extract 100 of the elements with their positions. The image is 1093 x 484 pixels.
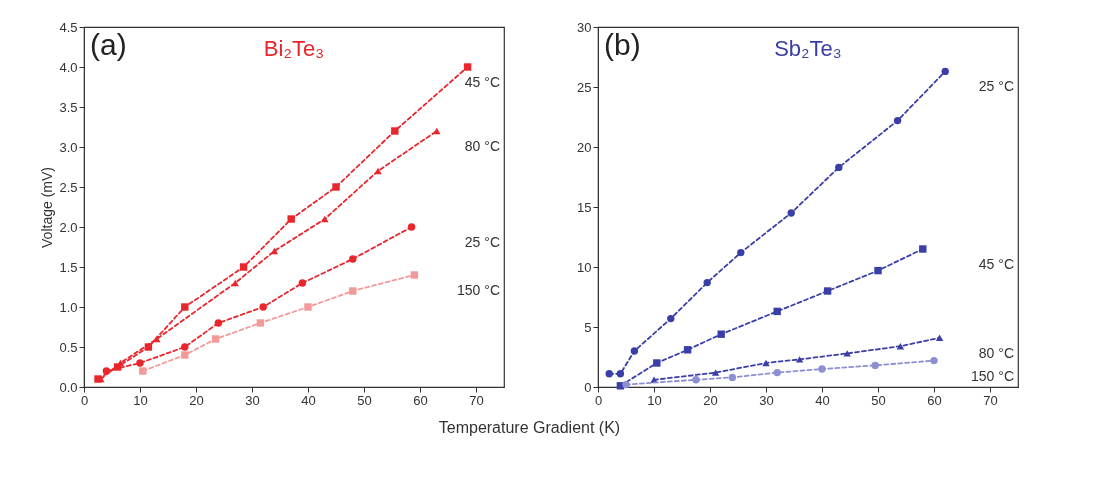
point	[605, 370, 613, 378]
point	[622, 380, 630, 389]
point	[703, 278, 711, 287]
point	[773, 307, 781, 316]
y-tick-label: 10	[577, 259, 592, 275]
point	[762, 359, 770, 367]
point	[214, 319, 223, 327]
point	[181, 343, 189, 351]
x-tick-label: 50	[871, 392, 886, 408]
point	[728, 373, 737, 382]
y-tick-label: 20	[577, 139, 592, 155]
y-tick-label: 15	[577, 199, 592, 215]
y-tick-label: 2.5	[59, 179, 78, 195]
point	[321, 215, 329, 223]
point	[823, 287, 832, 295]
x-tick-label: 0	[80, 392, 89, 408]
point	[153, 335, 161, 343]
y-tick-label: 0	[584, 379, 592, 395]
x-tick-label: 30	[759, 392, 774, 408]
point	[818, 365, 826, 373]
point	[616, 370, 625, 378]
x-tick-label: 60	[413, 392, 428, 408]
point	[239, 263, 248, 271]
point	[181, 351, 189, 359]
point	[835, 163, 843, 172]
point	[391, 127, 399, 135]
y-tick-label: 3.0	[59, 139, 78, 155]
point	[211, 335, 220, 343]
point	[653, 359, 661, 367]
y-tick-label: 1.0	[59, 299, 78, 315]
x-tick-label: 50	[357, 392, 372, 408]
text: 150 °C	[971, 367, 1014, 384]
x-tick-label: 40	[815, 392, 830, 408]
x-tick-label: 10	[133, 392, 148, 408]
point	[298, 279, 307, 287]
chart-title: Bi₂Te₃	[263, 36, 325, 61]
point	[181, 303, 189, 311]
x-tick-label: 70	[983, 392, 998, 408]
y-tick-label: 0.5	[59, 339, 78, 355]
point	[349, 255, 357, 263]
point	[874, 266, 882, 275]
point	[893, 116, 902, 125]
point	[349, 287, 357, 295]
point	[871, 361, 879, 370]
y-tick-label: 25	[577, 79, 592, 95]
y-tick-label: 0.0	[59, 379, 78, 395]
point	[259, 303, 267, 311]
x-tick-label: 20	[189, 392, 204, 408]
point	[795, 356, 804, 363]
x-tick-label: 40	[301, 392, 316, 408]
point	[843, 350, 851, 357]
point	[711, 369, 720, 376]
point	[256, 319, 265, 327]
point	[139, 367, 147, 375]
x-tick-label: 70	[469, 392, 484, 408]
x-tick-label: 0	[594, 392, 603, 408]
text: 150 °C	[457, 282, 500, 298]
y-tick-label: 30	[577, 19, 592, 35]
point	[692, 376, 700, 384]
text: 80 °C	[978, 344, 1014, 361]
point	[930, 356, 938, 365]
point	[304, 303, 312, 311]
y-tick-label: 4.5	[59, 19, 78, 35]
point	[231, 279, 239, 287]
point	[787, 209, 795, 217]
x-tick-label: 10	[647, 392, 662, 408]
point	[667, 314, 675, 323]
series-label: 45 °C	[464, 74, 500, 90]
text: 25 °C	[978, 78, 1014, 95]
point	[332, 183, 340, 191]
x-tick-label: 20	[703, 392, 718, 408]
chart-title: Sb₂Te₃	[774, 36, 842, 61]
point	[410, 271, 419, 279]
point	[630, 347, 639, 355]
point	[935, 334, 944, 342]
annotation: (b)	[604, 28, 641, 61]
point	[136, 359, 144, 367]
point	[102, 367, 111, 375]
series-label: 80 °C	[464, 138, 500, 154]
point	[683, 346, 692, 354]
point	[773, 368, 781, 377]
x-tick-label: 60	[927, 392, 942, 408]
x-tick-label: 30	[245, 392, 260, 408]
annotation: (a)	[90, 28, 127, 61]
text: 45 °C	[978, 256, 1014, 272]
point	[374, 167, 382, 175]
point	[737, 248, 745, 257]
point	[717, 330, 725, 338]
y-axis-title: Voltage (mV)	[39, 167, 56, 248]
point	[463, 63, 472, 71]
y-tick-label: 3.5	[59, 99, 78, 115]
point	[287, 215, 295, 223]
y-tick-label: 5	[584, 319, 592, 335]
y-tick-label: 1.5	[59, 259, 78, 275]
point	[270, 247, 279, 255]
point	[407, 223, 416, 231]
y-tick-label: 2.0	[59, 219, 78, 235]
text: 25 °C	[464, 234, 500, 250]
point	[941, 67, 949, 76]
y-tick-label: 4.0	[59, 59, 78, 75]
